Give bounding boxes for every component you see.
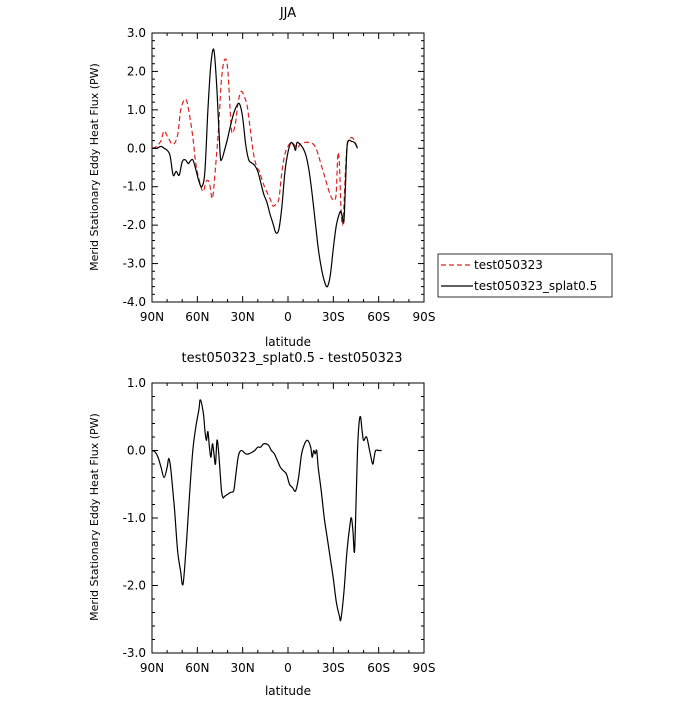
top-x-tick-label: 30S [322,310,345,324]
top-y-tick-label: 2.0 [127,64,146,78]
top-x-tick-label: 60S [367,310,390,324]
bottom-x-tick-label: 0 [284,661,292,675]
top-y-axis-label: Merid Stationary Eddy Heat Flux (PW) [88,63,101,271]
top-y-tick-labels: 3.0 2.0 1.0 0.0 -1.0 -2.0 -3.0 -4.0 [123,26,146,309]
top-y-tick-label: 1.0 [127,103,146,117]
top-x-tick-labels: 90N 60N 30N 0 30S 60S 90S [140,310,436,324]
top-x-tick-label: 0 [284,310,292,324]
bottom-x-axis-label: latitude [265,684,311,698]
bottom-x-tick-label: 90S [413,661,436,675]
bottom-x-tick-label: 30S [322,661,345,675]
top-y-tick-label: -3.0 [123,257,146,271]
bottom-y-tick-label: 1.0 [127,376,146,390]
top-y-tick-label: -2.0 [123,218,146,232]
top-y-tick-label: 0.0 [127,141,146,155]
bottom-x-tick-label: 60S [367,661,390,675]
top-x-tick-label: 30N [231,310,255,324]
top-x-tick-label: 90N [140,310,164,324]
bottom-x-tick-labels: 90N 60N 30N 0 30S 60S 90S [140,661,436,675]
bottom-series-line-0 [151,399,382,622]
top-series-lines [151,48,359,288]
bottom-x-tick-label: 60N [185,661,209,675]
bottom-y-tick-label: -3.0 [123,646,146,660]
top-y-tick-label: -1.0 [123,180,146,194]
top-y-tick-label: -4.0 [123,295,146,309]
top-chart-title: JJA [279,6,296,21]
top-x-tick-label: 90S [413,310,436,324]
bottom-plot-frame [151,382,425,654]
top-chart: JJA 90N 60N 30N 0 30S 60S 90S 3.0 2.0 1.0 0.0 -1.0… [88,6,435,349]
legend-label-splat: test050323_splat0.5 [474,279,597,293]
legend-box [437,253,613,298]
bottom-y-tick-label: -2.0 [123,579,146,593]
bottom-x-tick-label: 30N [231,661,255,675]
bottom-y-tick-labels: 1.0 0.0 -1.0 -2.0 -3.0 [123,376,146,660]
bottom-y-tick-label: -1.0 [123,511,146,525]
top-x-axis-label: latitude [265,335,311,349]
bottom-axis-ticks [151,382,425,654]
legend: test050323 test050323_splat0.5 [437,253,613,298]
top-series-line-0 [151,58,359,226]
top-y-tick-label: 3.0 [127,26,146,40]
bottom-y-tick-label: 0.0 [127,444,146,458]
bottom-x-tick-label: 90N [140,661,164,675]
top-plot-frame [151,32,425,303]
bottom-chart-title: test050323_splat0.5 - test050323 [181,351,402,366]
bottom-y-axis-label: Merid Stationary Eddy Heat Flux (PW) [88,413,101,621]
legend-label-test050323: test050323 [474,258,543,272]
bottom-chart: test050323_splat0.5 - test050323 90N 60N 3… [88,351,435,698]
top-x-tick-label: 60N [185,310,209,324]
bottom-series-lines [151,399,382,622]
top-axis-ticks [151,32,425,303]
top-series-line-1 [151,48,359,288]
